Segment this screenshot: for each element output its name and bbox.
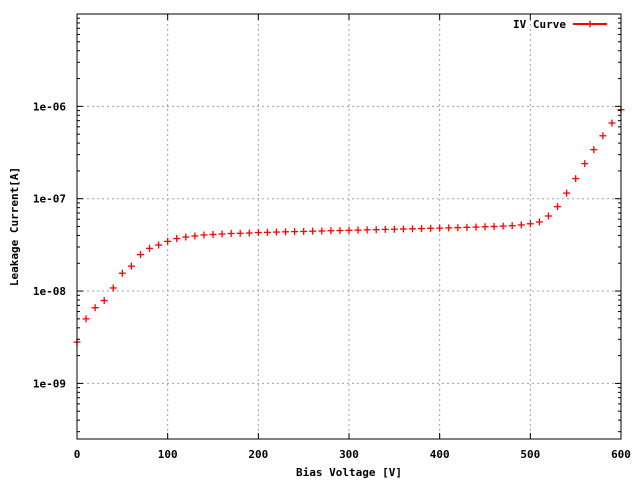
- data-point: [363, 226, 371, 234]
- data-point: [236, 229, 244, 237]
- data-point: [82, 315, 90, 323]
- y-tick-label: 1e-07: [33, 193, 66, 206]
- y-tick-label: 1e-09: [33, 377, 66, 390]
- data-point: [590, 146, 598, 154]
- data-point: [300, 227, 308, 235]
- data-point: [581, 160, 589, 168]
- data-point: [200, 231, 208, 239]
- data-point: [526, 220, 534, 228]
- data-point: [427, 224, 435, 232]
- data-point: [254, 229, 262, 237]
- x-tick-label: 200: [248, 448, 268, 461]
- data-points: [73, 106, 625, 346]
- axis-ticks: 0 100 200 300 400 500 600 1e-09 1e-08 1e-07 1e-06: [33, 14, 631, 461]
- data-point: [245, 229, 253, 237]
- data-point: [544, 212, 552, 220]
- data-point: [146, 244, 154, 252]
- data-point: [318, 227, 326, 235]
- data-point: [155, 241, 163, 249]
- data-point: [508, 222, 516, 230]
- data-point: [327, 227, 335, 235]
- y-tick-label: 1e-06: [33, 100, 66, 113]
- data-point: [173, 235, 181, 243]
- data-point: [454, 224, 462, 232]
- data-point: [209, 230, 217, 238]
- data-point: [291, 228, 299, 236]
- x-axis-label: Bias Voltage [V]: [296, 466, 402, 479]
- data-point: [91, 304, 99, 312]
- x-tick-label: 0: [74, 448, 81, 461]
- data-point: [127, 262, 135, 270]
- data-point: [554, 203, 562, 211]
- data-point: [118, 269, 126, 277]
- data-point: [499, 222, 507, 230]
- data-point: [109, 284, 117, 292]
- data-point: [463, 223, 471, 231]
- data-point: [390, 225, 398, 233]
- data-point: [481, 223, 489, 231]
- x-tick-label: 100: [158, 448, 178, 461]
- data-point: [100, 297, 108, 305]
- data-point: [354, 226, 362, 234]
- x-tick-label: 600: [611, 448, 631, 461]
- y-axis-label: Leakage Current[A]: [8, 167, 21, 286]
- data-point: [490, 223, 498, 230]
- data-point: [535, 218, 543, 226]
- data-point: [563, 189, 571, 197]
- data-point: [309, 227, 317, 235]
- data-point: [436, 224, 444, 232]
- data-point: [263, 228, 271, 236]
- data-point: [272, 228, 280, 236]
- data-point: [227, 229, 235, 237]
- data-point: [608, 119, 616, 127]
- data-point: [136, 251, 144, 259]
- data-point: [408, 225, 416, 233]
- data-point: [218, 230, 226, 238]
- data-point: [345, 226, 353, 234]
- data-point: [445, 224, 453, 232]
- y-tick-label: 1e-08: [33, 285, 66, 298]
- data-point: [372, 226, 380, 234]
- data-point: [572, 175, 580, 183]
- x-tick-label: 300: [339, 448, 359, 461]
- data-point: [517, 221, 525, 229]
- x-tick-label: 400: [430, 448, 450, 461]
- data-point: [381, 225, 389, 233]
- legend-label-iv-curve: IV Curve: [513, 18, 566, 31]
- data-point: [164, 237, 172, 245]
- data-point: [282, 228, 290, 236]
- legend: IV Curve: [513, 18, 607, 31]
- x-tick-label: 500: [520, 448, 540, 461]
- data-point: [472, 223, 480, 231]
- grid-lines: [77, 14, 621, 439]
- data-point: [191, 232, 199, 240]
- data-point: [599, 132, 607, 140]
- data-point: [182, 233, 190, 241]
- data-point: [336, 227, 344, 235]
- data-point: [399, 225, 407, 233]
- data-point: [418, 225, 426, 233]
